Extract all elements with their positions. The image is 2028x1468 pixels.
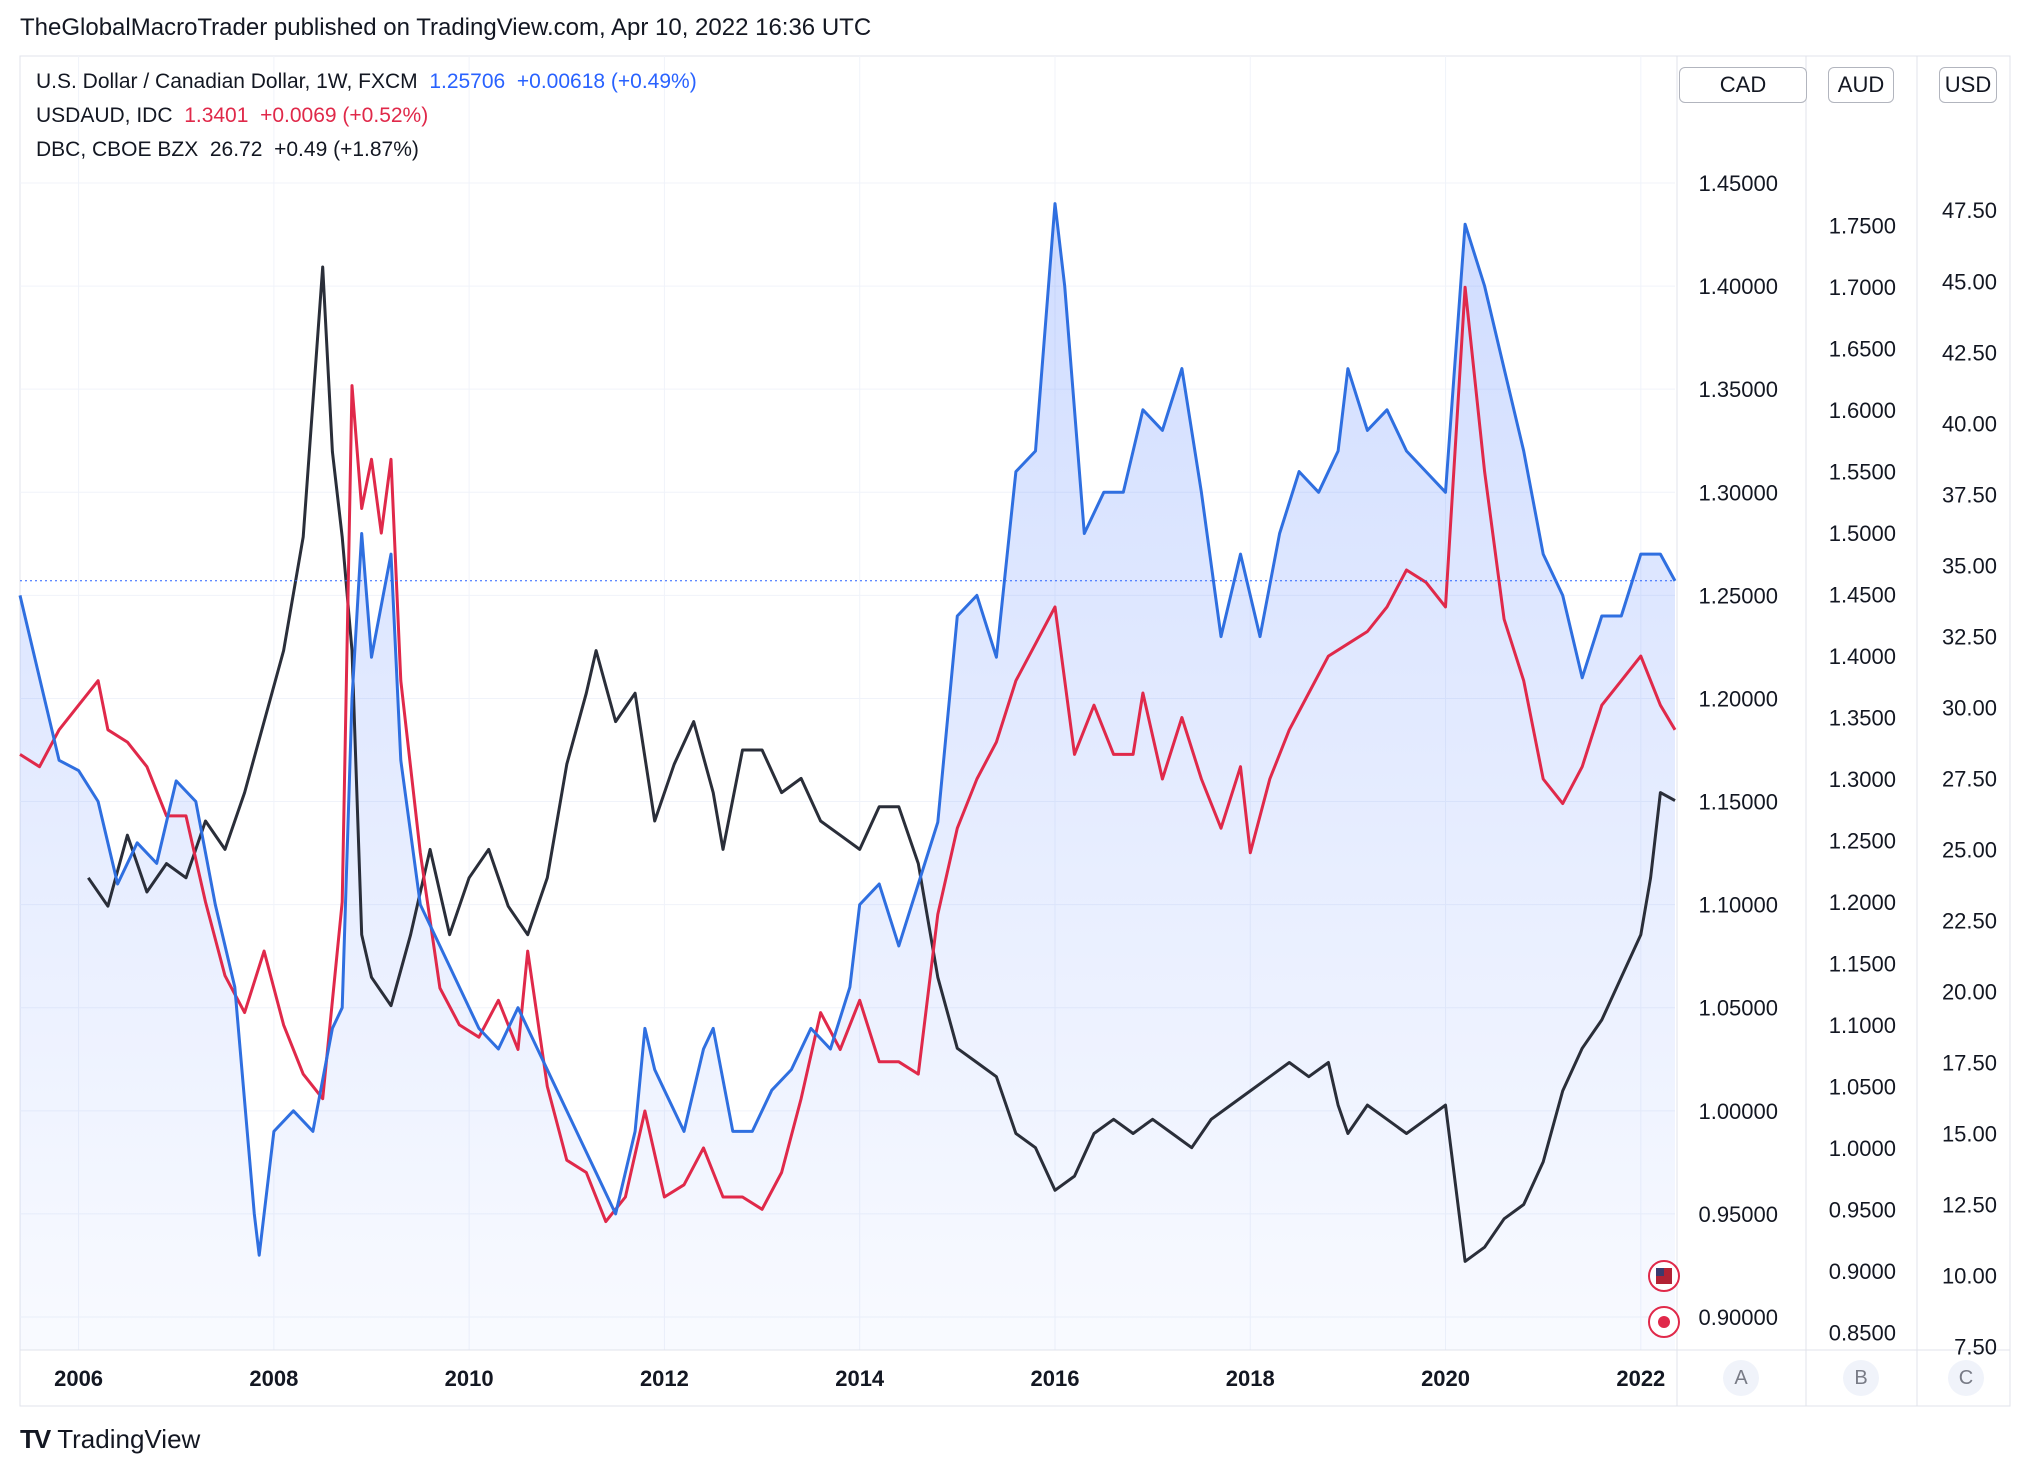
x-tick-label: 2010 — [445, 1366, 494, 1391]
legend-usdcad-change: +0.00618 (+0.49%) — [516, 70, 697, 93]
aud-tick-label: 1.7000 — [1829, 275, 1896, 300]
x-tick-label: 2008 — [249, 1366, 298, 1391]
usd-tick-label: 10.00 — [1942, 1264, 1997, 1289]
usd-tick-label: 17.50 — [1942, 1051, 1997, 1076]
cad-tick-label: 1.30000 — [1698, 480, 1778, 505]
aud-tick-label: 1.4500 — [1829, 583, 1896, 608]
usd-tick-label: 47.50 — [1942, 198, 1997, 223]
aud-tick-label: 1.3500 — [1829, 706, 1896, 731]
legend-dbc-change: +0.49 (+1.87%) — [274, 138, 419, 161]
x-tick-label: 2018 — [1226, 1366, 1275, 1391]
cad-tick-label: 0.95000 — [1698, 1202, 1778, 1227]
usd-tick-label: 22.50 — [1942, 908, 1997, 933]
aud-tick-label: 1.1500 — [1829, 951, 1896, 976]
series-layer — [18, 202, 1677, 1351]
x-tick-label: 2016 — [1031, 1366, 1080, 1391]
scale-button-b[interactable]: B — [1843, 1360, 1879, 1396]
aud-tick-label: 1.2000 — [1829, 890, 1896, 915]
usd-tick-label: 40.00 — [1942, 411, 1997, 436]
legend-usdcad-name: U.S. Dollar / Canadian Dollar, 1W, FXCM — [36, 70, 418, 93]
legend-usdaud[interactable]: USDAUD, IDC 1.3401 +0.0069 (+0.52%) — [36, 104, 428, 128]
aud-tick-label: 1.1000 — [1829, 1013, 1896, 1038]
usd-tick-label: 27.50 — [1942, 766, 1997, 791]
usd-tick-label: 35.00 — [1942, 553, 1997, 578]
legend-usdcad[interactable]: U.S. Dollar / Canadian Dollar, 1W, FXCM … — [36, 70, 697, 94]
usd-tick-label: 12.50 — [1942, 1193, 1997, 1218]
cad-tick-label: 0.90000 — [1698, 1305, 1778, 1330]
usd-tick-label: 25.00 — [1942, 837, 1997, 862]
usdcad-line — [18, 202, 1677, 1257]
cad-tick-label: 1.35000 — [1698, 377, 1778, 402]
usd-axis: 7.50 10.00 12.50 15.00 17.50 20.00 22.50 25.00 2… — [1942, 198, 1997, 1359]
legend-dbc-name: DBC, CBOE BZX — [36, 138, 199, 161]
scale-button-a[interactable]: A — [1723, 1360, 1759, 1396]
x-tick-label: 2014 — [835, 1366, 885, 1391]
aud-tick-label: 1.5000 — [1829, 521, 1896, 546]
cad-tick-label: 1.40000 — [1698, 274, 1778, 299]
cad-tick-label: 1.05000 — [1698, 996, 1778, 1021]
aud-tick-label: 0.9500 — [1829, 1197, 1896, 1222]
aud-tick-label: 1.0000 — [1829, 1136, 1896, 1161]
usd-tick-label: 45.00 — [1942, 269, 1997, 294]
usdcad-area — [20, 203, 1675, 1351]
cad-tick-label: 1.00000 — [1698, 1099, 1778, 1124]
x-tick-label: 2020 — [1421, 1366, 1470, 1391]
aud-tick-label: 0.8500 — [1829, 1320, 1896, 1345]
x-tick-label: 2012 — [640, 1366, 689, 1391]
published-header: TheGlobalMacroTrader published on Tradin… — [20, 14, 872, 41]
usd-tick-label: 42.50 — [1942, 340, 1997, 365]
aud-tick-label: 1.5500 — [1829, 460, 1896, 485]
usdaud-line — [19, 285, 1677, 1224]
cad-tick-label: 1.10000 — [1698, 893, 1778, 918]
aud-tick-label: 1.3000 — [1829, 767, 1896, 792]
tradingview-logo-icon: TV — [20, 1424, 51, 1454]
aud-tick-label: 1.2500 — [1829, 828, 1896, 853]
tradingview-logo[interactable]: TV TradingView — [20, 1424, 200, 1455]
us-flag-icon — [1648, 1260, 1680, 1292]
legend-dbc-value: 26.72 — [209, 138, 263, 161]
scale-button-c[interactable]: C — [1948, 1360, 1984, 1396]
cad-tick-label: 1.25000 — [1698, 583, 1778, 608]
aud-tick-label: 1.6000 — [1829, 398, 1896, 423]
legend-usdaud-value: 1.3401 — [184, 104, 249, 127]
x-axis: 2006 2008 2010 2012 2014 2016 2018 2020 2022 — [54, 1366, 1665, 1391]
aud-tick-label: 1.7500 — [1829, 214, 1896, 239]
cad-tick-label: 1.15000 — [1698, 790, 1778, 815]
aud-tick-label: 1.0500 — [1829, 1074, 1896, 1099]
aud-axis: 0.8500 0.9000 0.9500 1.0000 1.0500 1.1000 1.15… — [1829, 214, 1896, 1346]
cad-unit-label[interactable]: CAD — [1679, 67, 1807, 103]
aud-tick-label: 0.9000 — [1829, 1259, 1896, 1284]
aud-tick-label: 1.6500 — [1829, 337, 1896, 362]
usd-unit-label[interactable]: USD — [1939, 67, 1997, 103]
cad-tick-label: 1.20000 — [1698, 686, 1778, 711]
x-tick-label: 2006 — [54, 1366, 103, 1391]
legend-usdcad-value: 1.25706 — [429, 70, 506, 93]
usd-tick-label: 37.50 — [1942, 482, 1997, 507]
legend-usdaud-name: USDAUD, IDC — [36, 104, 173, 127]
usd-tick-label: 7.50 — [1954, 1335, 1997, 1360]
tradingview-logo-text: TradingView — [57, 1424, 201, 1454]
legend-usdaud-change: +0.0069 (+0.52%) — [260, 104, 429, 127]
cad-axis: 0.90000 0.95000 1.00000 1.05000 1.10000 1.150… — [1698, 171, 1778, 1330]
aud-unit-label[interactable]: AUD — [1828, 67, 1894, 103]
usd-tick-label: 20.00 — [1942, 979, 1997, 1004]
cad-tick-label: 1.45000 — [1698, 171, 1778, 196]
legend-dbc[interactable]: DBC, CBOE BZX 26.72 +0.49 (+1.87%) — [36, 138, 419, 162]
aud-tick-label: 1.4000 — [1829, 644, 1896, 669]
canada-flag-icon — [1648, 1306, 1680, 1338]
usd-tick-label: 32.50 — [1942, 624, 1997, 649]
x-tick-label: 2022 — [1616, 1366, 1665, 1391]
usd-tick-label: 30.00 — [1942, 695, 1997, 720]
usd-tick-label: 15.00 — [1942, 1122, 1997, 1147]
